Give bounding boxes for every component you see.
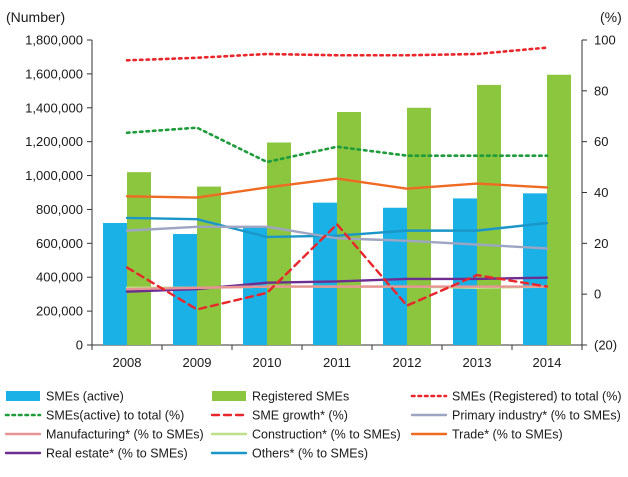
- y-right-tick-label: 20: [594, 236, 608, 251]
- bar-smes-active: [383, 207, 407, 345]
- x-tick-label: 2013: [463, 355, 492, 370]
- y-right-tick-label: 100: [594, 33, 616, 48]
- legend-label: Trade* (% to SMEs): [452, 428, 563, 442]
- legend-label: Construction* (% to SMEs): [252, 428, 401, 442]
- y-left-tick-label: 0: [76, 338, 83, 353]
- y-left-tick-label: 1,200,000: [25, 134, 83, 149]
- line-trade-to-smes: [125, 177, 549, 199]
- bar-smes-active: [453, 198, 477, 345]
- y-left-tick-label: 800,000: [36, 202, 83, 217]
- x-tick-label: 2008: [113, 355, 142, 370]
- y-left-tick-label: 200,000: [36, 304, 83, 319]
- bar-registered-smes: [127, 172, 151, 345]
- line-smes-registered-to-total: [125, 46, 549, 62]
- y-left-tick-label: 600,000: [36, 236, 83, 251]
- legend: SMEs (active) Registered SMEs SMEs (Regist…: [4, 390, 622, 461]
- y-right-tick-label: 40: [594, 185, 608, 200]
- bar-smes-active: [313, 202, 337, 345]
- line-others-to-smes: [125, 216, 549, 239]
- legend-label: Real estate* (% to SMEs): [46, 447, 188, 461]
- bar-smes-active: [523, 193, 547, 345]
- legend-swatch: [212, 391, 246, 401]
- legend-label: SME growth* (%): [252, 409, 348, 423]
- y-right-tick-label: 60: [594, 134, 608, 149]
- y-left-tick-label: 1,000,000: [25, 168, 83, 183]
- line-sme-growth: [125, 223, 549, 311]
- y-right-tick-label: 0: [594, 287, 601, 302]
- y-left-tick-label: 1,600,000: [25, 66, 83, 81]
- y-right-tick-label: 80: [594, 83, 608, 98]
- legend-label: Manufacturing* (% to SMEs): [46, 428, 204, 442]
- bar-registered-smes: [197, 186, 221, 345]
- bar-registered-smes: [547, 74, 571, 345]
- bar-registered-smes: [477, 84, 501, 346]
- y-right-axis-title: (%): [600, 9, 622, 25]
- x-tick-label: 2014: [533, 355, 562, 370]
- legend-label: SMEs (Registered) to total (%): [452, 390, 622, 404]
- line-primary-industry-to-smes: [125, 225, 549, 250]
- legend-swatch: [6, 391, 40, 401]
- x-tick-label: 2009: [183, 355, 212, 370]
- line-manufacturing-to-smes: [125, 285, 549, 291]
- legend-label: Registered SMEs: [252, 390, 349, 404]
- bar-registered-smes: [267, 142, 291, 345]
- y-left-tick-label: 1,400,000: [25, 100, 83, 115]
- y-left-axis-title: (Number): [6, 9, 65, 25]
- x-tick-label: 2010: [253, 355, 282, 370]
- bar-smes-active: [103, 223, 127, 345]
- bar-series: [103, 74, 571, 346]
- line-smes-active-to-total: [125, 126, 549, 164]
- y-right-tick-label: (20): [594, 338, 617, 353]
- line-real-estate-to-smes: [125, 276, 549, 293]
- legend-label: Others* (% to SMEs): [252, 447, 368, 461]
- line-series: [125, 46, 549, 311]
- legend-label: Primary industry* (% to SMEs): [452, 409, 621, 423]
- x-tick-label: 2011: [323, 355, 351, 370]
- bar-registered-smes: [407, 107, 431, 346]
- y-left-tick-label: 400,000: [36, 270, 83, 285]
- legend-label: SMEs (active): [46, 390, 124, 404]
- y-left-tick-label: 1,800,000: [25, 33, 83, 48]
- legend-label: SMEs(active) to total (%): [46, 409, 184, 423]
- x-tick-label: 2012: [393, 355, 422, 370]
